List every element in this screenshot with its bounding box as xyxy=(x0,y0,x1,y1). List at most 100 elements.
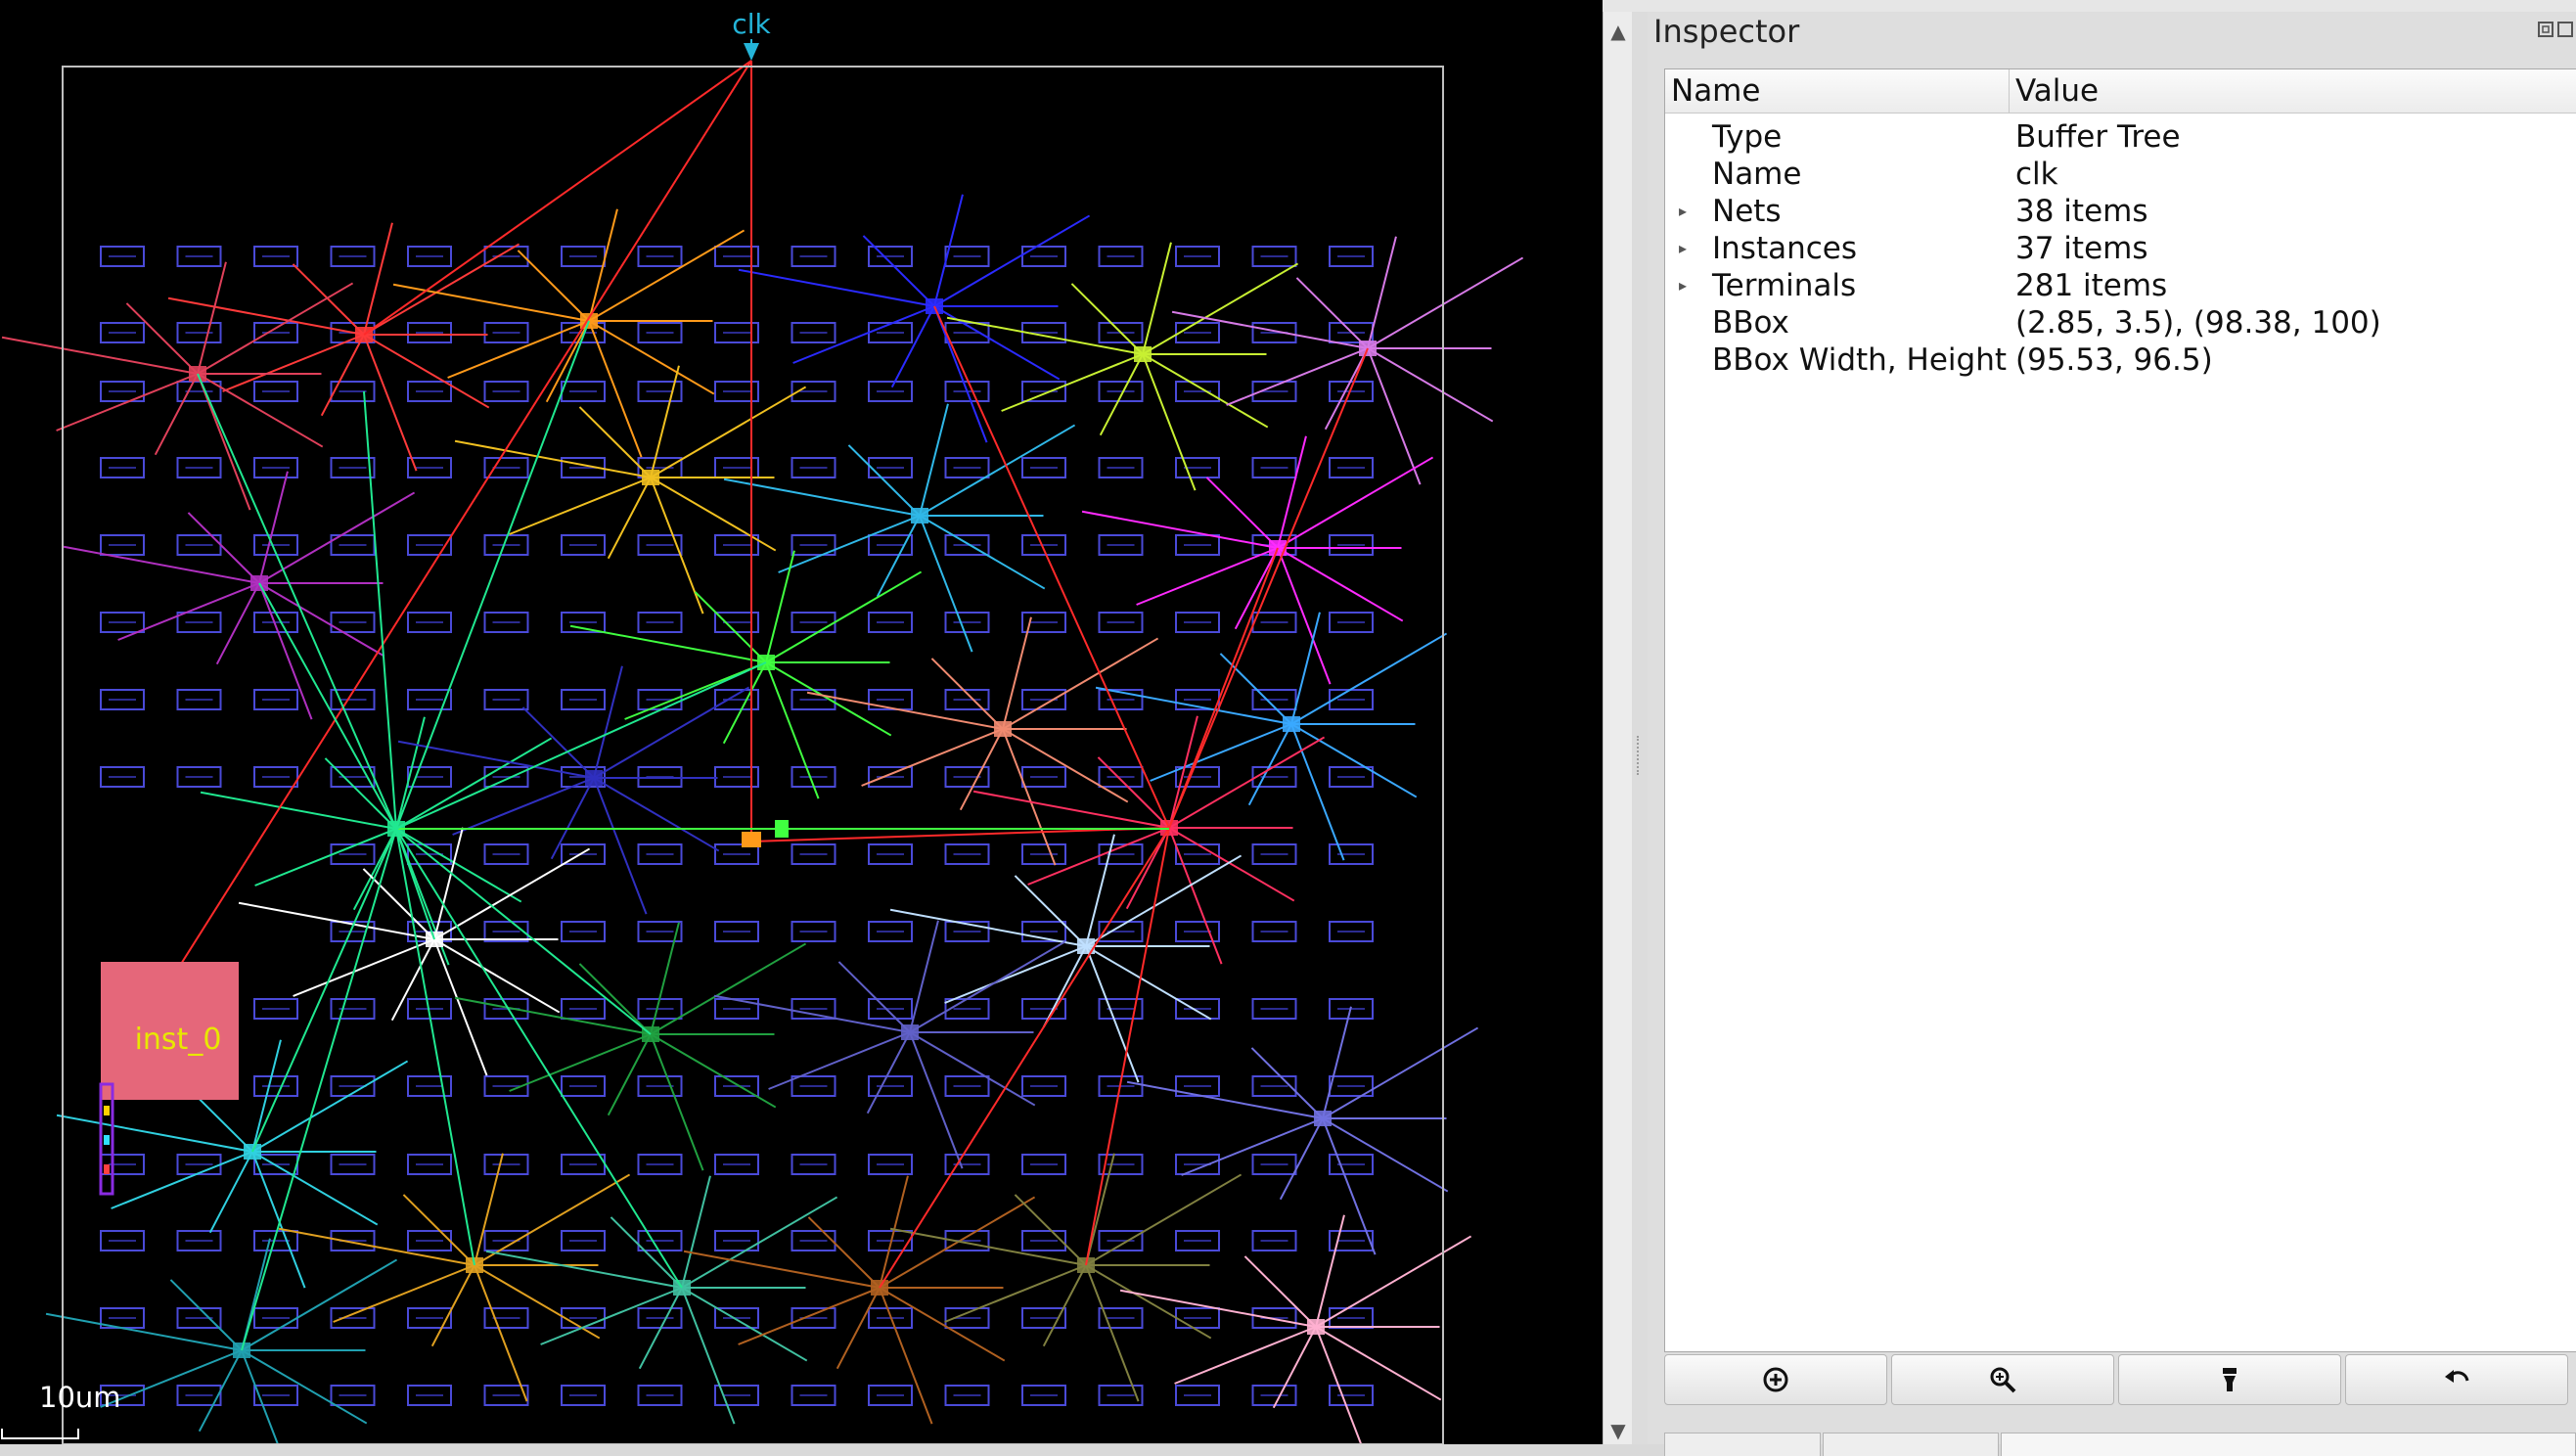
clock-buffer[interactable] xyxy=(1283,716,1300,732)
clock-pin[interactable]: clk xyxy=(732,8,771,61)
net-segment xyxy=(1322,1006,1352,1119)
net-segment xyxy=(100,1349,243,1408)
std-cell xyxy=(330,534,376,556)
std-cell xyxy=(176,766,222,788)
std-cell xyxy=(868,1075,913,1097)
small-buffer-stack xyxy=(99,1082,114,1196)
clock-buffer[interactable] xyxy=(901,1024,919,1040)
clock-buffer[interactable] xyxy=(1314,1111,1332,1126)
clock-buffer[interactable] xyxy=(585,770,603,786)
std-cell xyxy=(637,612,683,633)
clock-buffer[interactable] xyxy=(994,721,1012,737)
std-cell xyxy=(176,246,222,267)
dock-tab-1[interactable] xyxy=(1664,1433,1821,1456)
std-cell xyxy=(1021,1075,1066,1097)
net-segment xyxy=(806,691,1004,730)
std-cell xyxy=(253,322,298,343)
std-cell xyxy=(483,534,529,556)
property-row-nets[interactable]: ▸ Nets 38 items xyxy=(1665,193,2576,230)
canvas-vertical-scrollbar[interactable]: ▲ ▼ xyxy=(1603,12,1633,1444)
net-segment xyxy=(117,582,260,641)
zoom-in-button[interactable] xyxy=(1891,1354,2114,1405)
clock-buffer[interactable] xyxy=(1077,938,1095,954)
std-cell xyxy=(1251,381,1297,402)
std-cell xyxy=(561,1385,606,1406)
property-row-type[interactable]: Type Buffer Tree xyxy=(1665,118,2576,156)
net-segment xyxy=(125,302,199,375)
property-value: Buffer Tree xyxy=(2015,119,2181,155)
scroll-up-arrow-icon[interactable]: ▲ xyxy=(1610,20,1626,43)
net-segment xyxy=(650,477,777,552)
std-cell xyxy=(1021,843,1066,865)
net-segment xyxy=(169,1279,243,1351)
net-segment xyxy=(395,828,475,1266)
net-segment xyxy=(433,938,488,1076)
undo-button[interactable] xyxy=(2345,1354,2568,1405)
macro-block[interactable] xyxy=(101,962,239,1100)
net-segment xyxy=(452,777,595,836)
std-cell xyxy=(407,1307,452,1329)
macro-inst-0[interactable]: inst_0 xyxy=(101,962,239,1100)
std-cell xyxy=(483,998,529,1020)
std-cell xyxy=(1251,322,1297,343)
dock-splitter[interactable] xyxy=(1632,12,1648,1444)
layout-canvas[interactable]: clk inst_0 10um xyxy=(0,0,1603,1444)
net-segment xyxy=(1002,637,1159,730)
net-segment xyxy=(1315,1326,1363,1444)
undo-icon xyxy=(2445,1370,2469,1383)
std-cell xyxy=(176,1385,222,1406)
std-cell xyxy=(637,322,683,343)
inspector-property-tree[interactable]: Name Value Type Buffer Tree Name clk ▸ Nets 38… xyxy=(1664,68,2576,1352)
net-segment xyxy=(1277,435,1307,549)
clock-buffer[interactable] xyxy=(911,508,928,523)
clock-buffer[interactable] xyxy=(642,470,659,485)
dock-float-close-icon[interactable] xyxy=(2537,20,2576,43)
net-segment xyxy=(238,901,435,940)
net-segment xyxy=(933,214,1091,307)
std-cell xyxy=(1175,766,1220,788)
die-outline xyxy=(62,66,1444,1444)
std-cell xyxy=(1098,612,1144,633)
scroll-down-arrow-icon[interactable]: ▼ xyxy=(1610,1419,1626,1442)
clock-buffer[interactable] xyxy=(775,820,789,838)
property-row-bbox[interactable]: BBox (2.85, 3.5), (98.38, 100) xyxy=(1665,304,2576,341)
std-cell xyxy=(1251,612,1297,633)
net-segment xyxy=(509,477,652,535)
expand-arrow-icon[interactable]: ▸ xyxy=(1679,202,1688,220)
std-cell xyxy=(100,1230,145,1251)
highlight-button[interactable] xyxy=(2118,1354,2341,1405)
std-cell xyxy=(944,921,990,942)
std-cell xyxy=(1098,1230,1144,1251)
clock-buffer[interactable] xyxy=(1134,346,1152,362)
std-cell xyxy=(1021,381,1066,402)
column-header-name[interactable]: Name xyxy=(1665,69,2010,113)
net-segment xyxy=(215,582,260,665)
net-segment xyxy=(750,827,1170,842)
root-clock-buffer[interactable] xyxy=(742,832,761,847)
net-segment xyxy=(765,661,820,799)
net-segment xyxy=(485,1250,683,1289)
net-segment xyxy=(292,263,365,336)
expand-arrow-icon[interactable]: ▸ xyxy=(1679,276,1688,295)
expand-arrow-icon[interactable]: ▸ xyxy=(1679,239,1688,257)
clock-pin-marker xyxy=(744,43,759,61)
column-header-value[interactable]: Value xyxy=(2015,73,2100,109)
net-segment xyxy=(588,320,715,395)
net-segment xyxy=(944,1264,1087,1323)
net-segment xyxy=(1085,827,1170,1266)
std-cell xyxy=(100,322,145,343)
dock-tab-2[interactable] xyxy=(1823,1433,1999,1456)
clock-buffer[interactable] xyxy=(1307,1319,1325,1335)
layout-drawing[interactable]: clk inst_0 10um xyxy=(0,0,1603,1444)
net-segment xyxy=(1,336,199,375)
net-segment xyxy=(1027,827,1170,886)
property-row-terminals[interactable]: ▸ Terminals 281 items xyxy=(1665,267,2576,304)
zoom-to-fit-button[interactable] xyxy=(1664,1354,1887,1405)
std-cell xyxy=(483,1230,529,1251)
std-cell xyxy=(1175,246,1220,267)
property-row-instances[interactable]: ▸ Instances 37 items xyxy=(1665,230,2576,267)
property-row-name[interactable]: Name clk xyxy=(1665,156,2576,193)
property-row-bbox-width-height[interactable]: BBox Width, Height (95.53, 96.5) xyxy=(1665,341,2576,379)
net-segment xyxy=(578,963,652,1035)
std-cell xyxy=(1251,689,1297,710)
